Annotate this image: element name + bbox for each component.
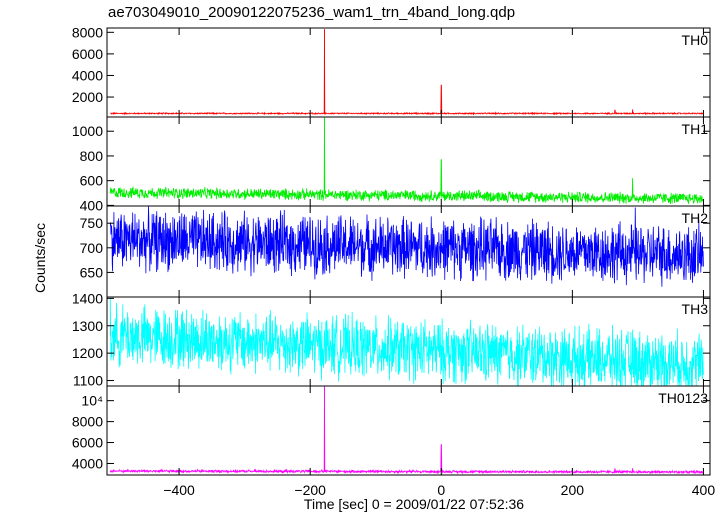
- series-line-th0: [110, 29, 704, 116]
- x-tick-label: 200: [561, 482, 585, 498]
- x-tick-label: −400: [163, 482, 195, 498]
- panel-frame-th0123: [106, 385, 711, 476]
- panel-label-th1: TH1: [682, 121, 709, 137]
- y-tick-label: 400: [80, 197, 104, 213]
- y-tick-label: 1300: [72, 318, 103, 334]
- y-tick-label: 700: [80, 240, 104, 256]
- panel-label-th0123: TH0123: [658, 390, 708, 406]
- y-tick-label: 8000: [72, 24, 103, 40]
- panel-label-th2: TH2: [682, 210, 709, 226]
- series-line-th0123: [109, 385, 704, 475]
- series-line-th1: [109, 117, 704, 205]
- series-line-th3: [109, 298, 704, 387]
- series-line-th2: [109, 205, 704, 287]
- y-tick-label: 4000: [72, 67, 103, 83]
- y-tick-label: 1100: [73, 373, 103, 389]
- panel-frame-th0: [106, 27, 711, 118]
- y-tick-label: 6000: [72, 435, 103, 451]
- x-tick-label: 0: [437, 482, 445, 498]
- x-tick-label: 400: [692, 482, 716, 498]
- x-tick-label: −200: [294, 482, 326, 498]
- y-tick-label: 800: [80, 148, 104, 164]
- panel-label-th0: TH0: [682, 32, 709, 48]
- y-tick-label: 600: [80, 173, 104, 189]
- panel-label-th3: TH3: [682, 301, 709, 317]
- y-tick-label: 650: [80, 264, 104, 280]
- y-tick-label: 1200: [72, 345, 103, 361]
- y-tick-label: 4000: [72, 455, 103, 471]
- y-tick-label: 2000: [72, 89, 103, 105]
- y-tick-label: 6000: [72, 46, 103, 62]
- y-tick-label: 8000: [72, 414, 103, 430]
- y-tick-label: 1400: [72, 290, 103, 306]
- chart-title: ae703049010_20090122075236_wam1_trn_4ban…: [108, 4, 516, 21]
- y-tick-label: 1000: [72, 123, 103, 139]
- y-tick-label: 10⁴: [81, 393, 103, 409]
- x-axis-label: Time [sec] 0 = 2009/01/22 07:52:36: [303, 496, 525, 512]
- y-tick-label: 750: [80, 215, 104, 231]
